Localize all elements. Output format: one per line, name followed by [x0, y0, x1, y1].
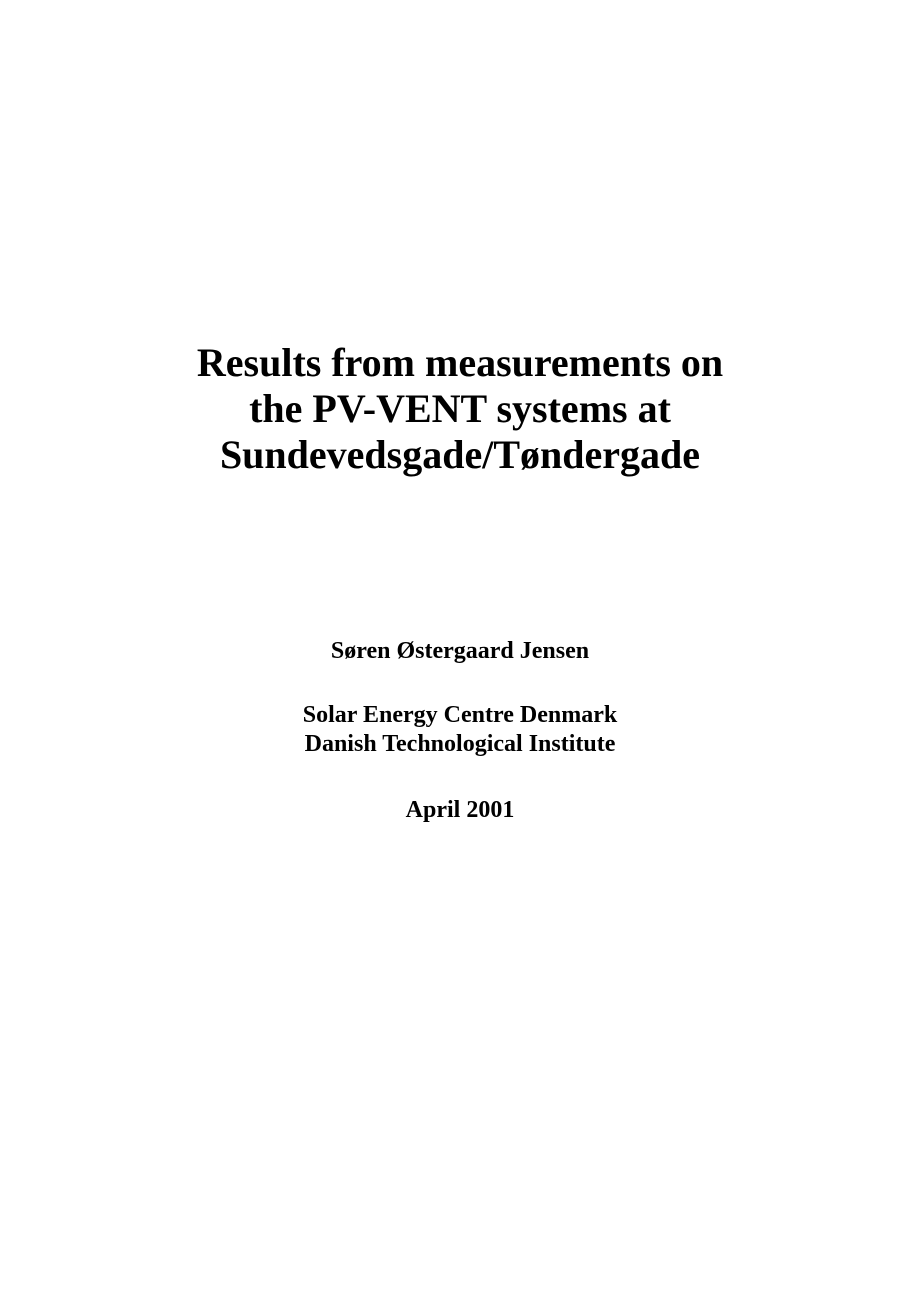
page-container: Results from measurements on the PV-VENT…: [0, 0, 920, 1302]
publication-date: April 2001: [120, 797, 800, 824]
title-line-1: Results from measurements on: [120, 340, 800, 386]
title-line-3: Sundevedsgade/Tøndergade: [120, 432, 800, 478]
metadata-block: Søren Østergaard Jensen Solar Energy Cen…: [120, 638, 800, 824]
organization-line-2: Danish Technological Institute: [120, 730, 800, 759]
author-name: Søren Østergaard Jensen: [120, 638, 800, 665]
organization-line-1: Solar Energy Centre Denmark: [120, 701, 800, 730]
title-line-2: the PV-VENT systems at: [120, 386, 800, 432]
title-block: Results from measurements on the PV-VENT…: [120, 340, 800, 478]
